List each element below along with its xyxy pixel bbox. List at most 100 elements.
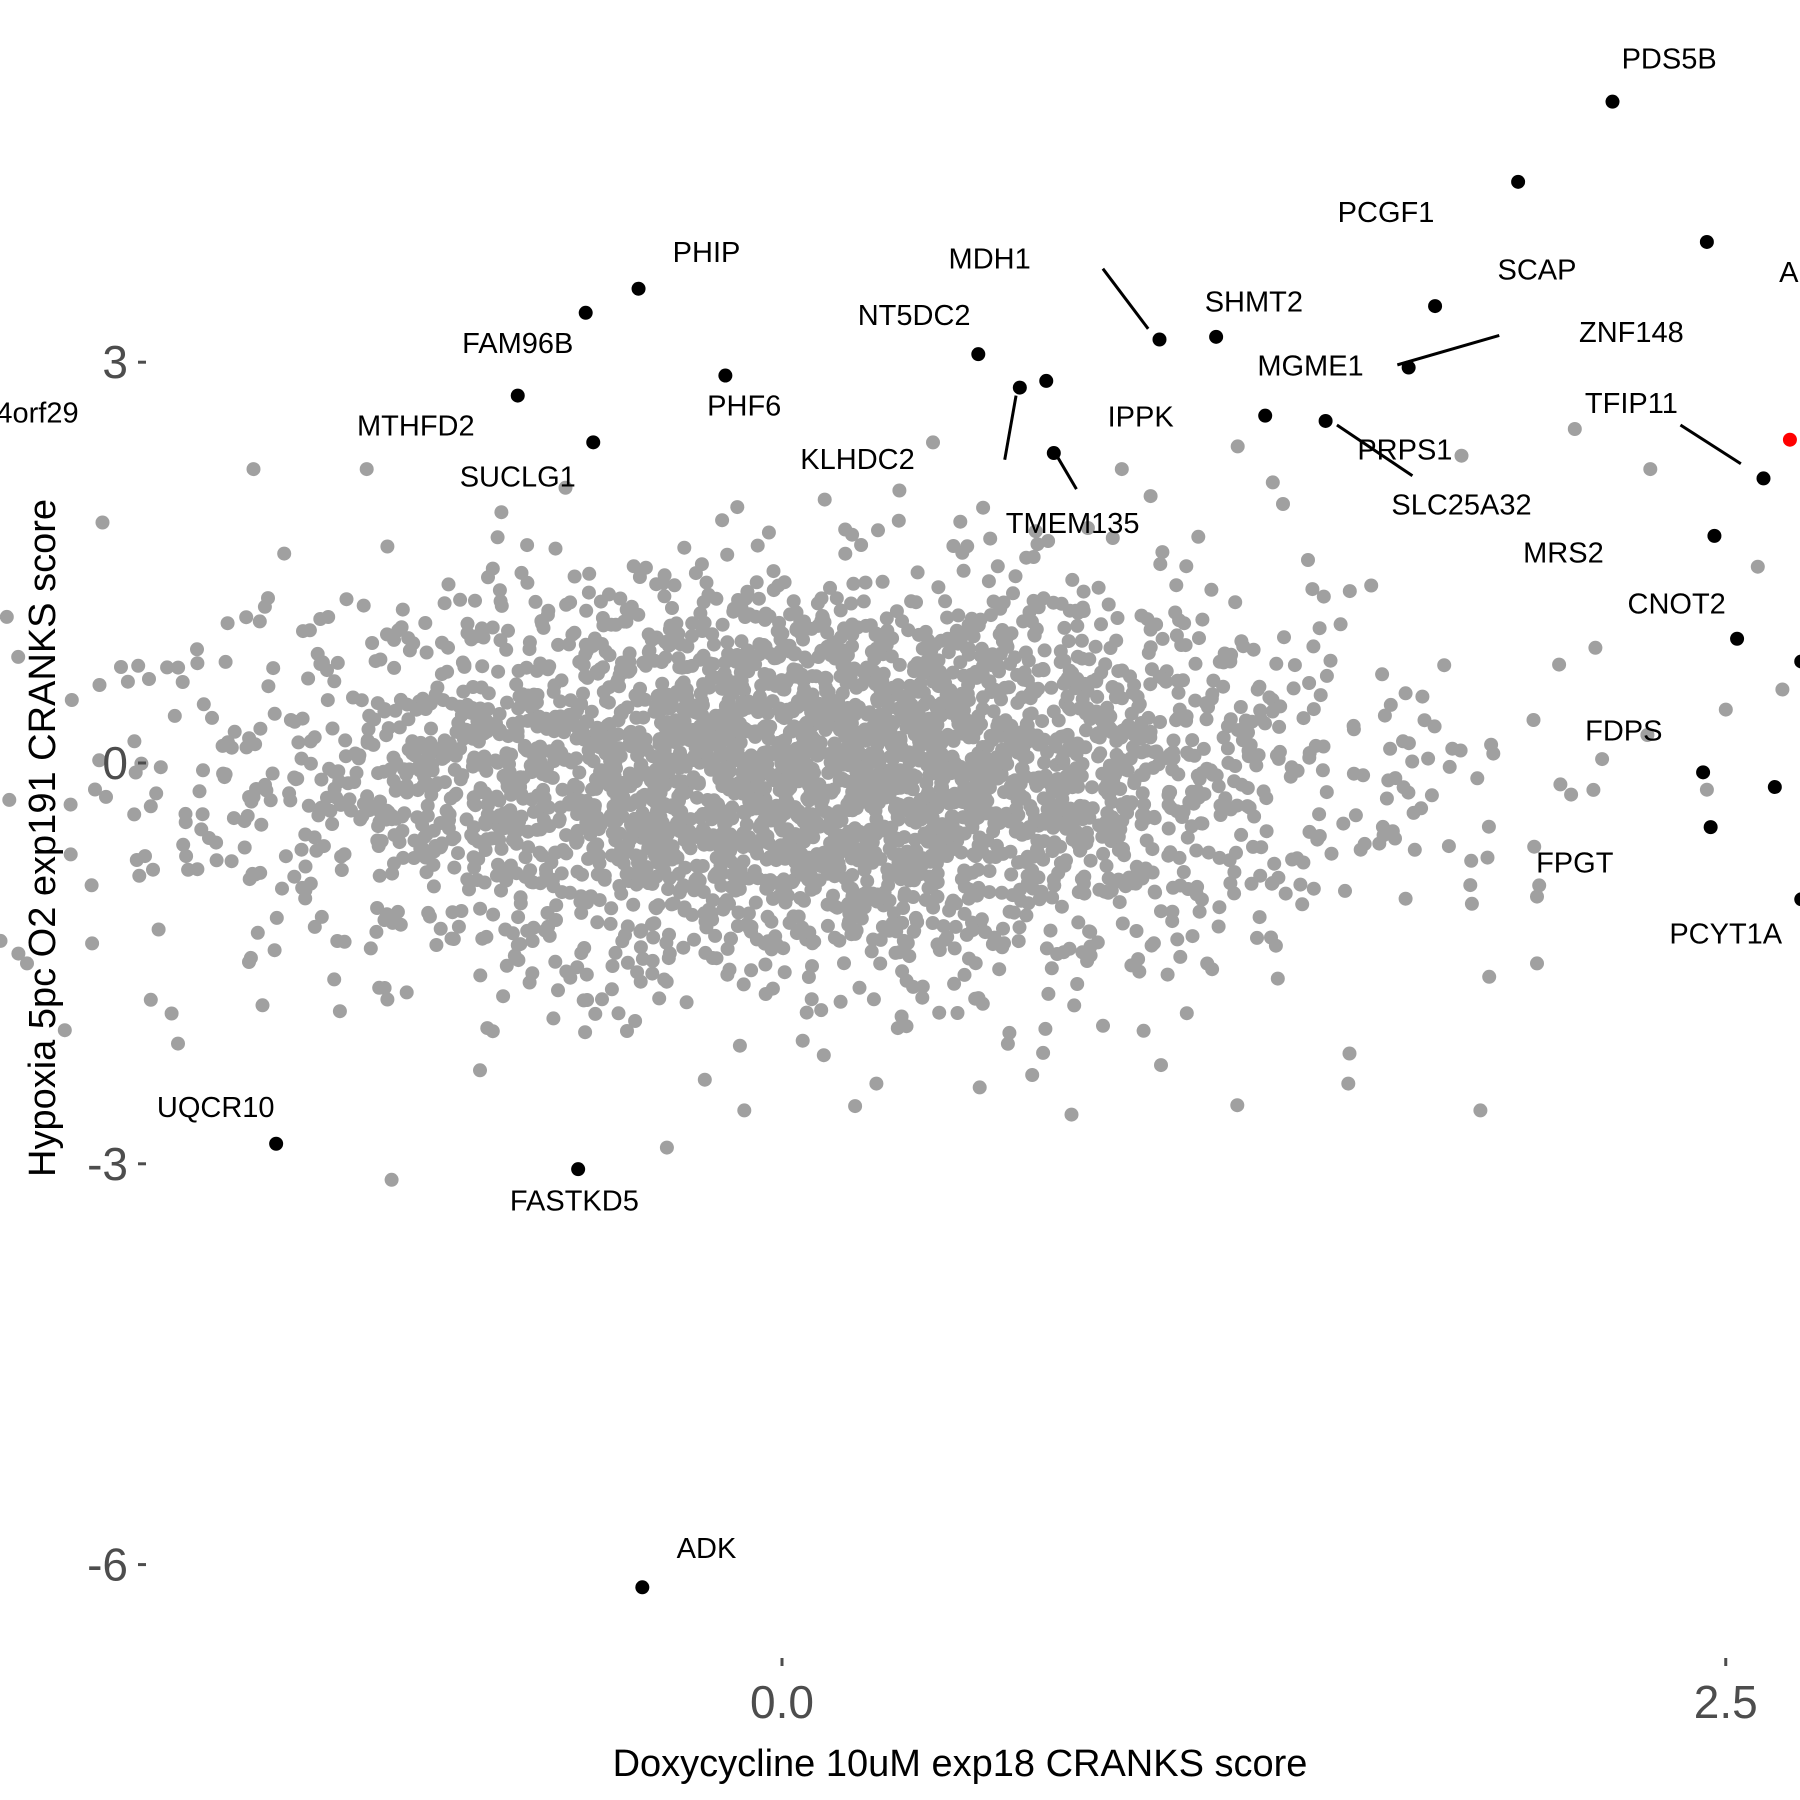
background-point bbox=[1113, 782, 1128, 796]
background-point bbox=[554, 673, 569, 688]
background-point bbox=[242, 790, 257, 804]
background-point bbox=[1154, 904, 1168, 919]
background-point bbox=[862, 705, 877, 720]
background-point bbox=[847, 661, 862, 676]
background-point bbox=[879, 611, 894, 626]
background-point bbox=[267, 943, 282, 958]
background-point bbox=[1043, 923, 1058, 938]
background-point bbox=[1296, 855, 1311, 870]
background-point bbox=[452, 699, 467, 714]
background-point bbox=[1286, 681, 1301, 696]
background-point bbox=[1750, 559, 1765, 574]
background-point bbox=[454, 904, 469, 918]
background-point bbox=[626, 733, 641, 748]
background-point bbox=[947, 976, 962, 991]
background-point bbox=[500, 695, 514, 710]
background-point bbox=[657, 972, 672, 987]
background-point bbox=[941, 645, 956, 660]
background-point bbox=[576, 686, 590, 701]
background-point bbox=[1385, 824, 1400, 839]
background-point bbox=[602, 717, 617, 731]
gene-label-pcgf1: PCGF1 bbox=[1338, 197, 1435, 229]
background-point bbox=[302, 623, 317, 638]
background-point bbox=[480, 797, 495, 812]
background-point bbox=[1075, 651, 1090, 666]
background-point bbox=[882, 893, 897, 908]
background-point bbox=[665, 839, 680, 854]
background-point bbox=[938, 768, 953, 783]
background-point bbox=[1124, 958, 1139, 973]
y-tick-label: 3 bbox=[102, 336, 128, 388]
background-point bbox=[554, 866, 569, 881]
background-point bbox=[823, 580, 837, 595]
background-point bbox=[1045, 844, 1060, 859]
background-point bbox=[706, 657, 721, 672]
background-point bbox=[1110, 874, 1124, 889]
background-point bbox=[760, 909, 775, 924]
background-point bbox=[424, 787, 439, 802]
background-point bbox=[1259, 824, 1274, 839]
background-point bbox=[1079, 723, 1093, 738]
background-point bbox=[218, 654, 233, 669]
background-point bbox=[498, 922, 513, 937]
background-point bbox=[814, 1003, 829, 1018]
background-point bbox=[1530, 956, 1544, 971]
gene-label-cnot2: CNOT2 bbox=[1628, 588, 1726, 620]
background-point bbox=[480, 1021, 495, 1036]
background-point bbox=[605, 959, 620, 973]
background-point bbox=[649, 698, 664, 713]
background-point bbox=[593, 662, 607, 677]
background-point bbox=[246, 462, 261, 477]
background-point bbox=[1137, 797, 1152, 812]
background-point bbox=[683, 812, 698, 827]
highlighted-point-arid4b bbox=[1699, 234, 1714, 249]
background-point bbox=[992, 962, 1007, 977]
background-point bbox=[554, 885, 569, 900]
background-point bbox=[1209, 768, 1224, 783]
background-point bbox=[0, 933, 8, 948]
background-point bbox=[372, 980, 387, 995]
background-point bbox=[1227, 865, 1242, 880]
background-point bbox=[265, 766, 280, 781]
background-point bbox=[382, 763, 397, 778]
background-point bbox=[957, 967, 972, 982]
highlighted-point-dph1 bbox=[1794, 654, 1800, 669]
background-point bbox=[95, 515, 110, 530]
background-point bbox=[1227, 886, 1242, 901]
background-point bbox=[820, 918, 835, 933]
background-point bbox=[704, 762, 718, 777]
background-point bbox=[1098, 657, 1113, 672]
background-point bbox=[491, 664, 506, 679]
label-connector bbox=[1396, 334, 1500, 367]
background-point bbox=[390, 904, 405, 919]
gene-label-klhdc2: KLHDC2 bbox=[800, 444, 914, 476]
background-point bbox=[925, 916, 940, 930]
background-point bbox=[1048, 807, 1063, 821]
background-point bbox=[656, 847, 671, 862]
background-point bbox=[479, 714, 494, 729]
highlighted-point-nme6 bbox=[1756, 471, 1771, 486]
background-point bbox=[1216, 730, 1231, 745]
background-point bbox=[1114, 462, 1129, 477]
background-point bbox=[705, 893, 720, 908]
background-point bbox=[451, 846, 465, 861]
background-point bbox=[303, 756, 318, 771]
background-point bbox=[92, 753, 107, 768]
background-point bbox=[1233, 700, 1248, 714]
background-point bbox=[749, 778, 764, 793]
background-point bbox=[968, 849, 983, 864]
background-point bbox=[630, 748, 645, 763]
background-point bbox=[650, 794, 665, 809]
gene-label-tfip11: TFIP11 bbox=[1585, 388, 1678, 420]
background-point bbox=[1253, 868, 1268, 883]
background-point bbox=[1037, 755, 1052, 770]
background-point bbox=[99, 789, 113, 804]
background-point bbox=[637, 733, 652, 747]
background-point bbox=[838, 522, 853, 537]
background-point bbox=[1249, 758, 1264, 773]
background-point bbox=[761, 525, 776, 540]
background-point bbox=[796, 868, 811, 882]
background-point bbox=[1552, 657, 1567, 672]
background-point bbox=[255, 998, 270, 1013]
background-point bbox=[1168, 605, 1183, 620]
